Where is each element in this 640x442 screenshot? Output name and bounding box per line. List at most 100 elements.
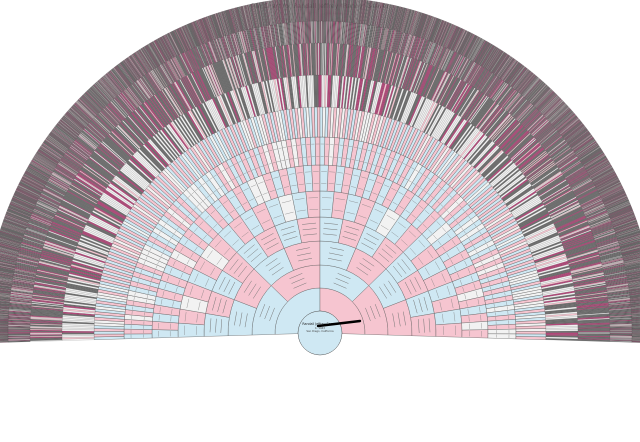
ancestor-cell[interactable] <box>410 313 437 337</box>
ancestor-text-line <box>159 257 161 261</box>
ancestor-text-line <box>147 252 150 256</box>
ancestor-cell[interactable] <box>61 332 95 335</box>
ancestor-cell[interactable] <box>29 332 63 334</box>
ancestor-cell[interactable] <box>123 328 153 335</box>
ancestor-text-line <box>473 283 476 289</box>
ancestor-cell[interactable] <box>577 332 611 334</box>
ancestor-text-line <box>418 205 424 209</box>
ancestor-text-line <box>449 195 452 198</box>
ancestor-text-line <box>418 298 423 312</box>
ancestor-text-line <box>348 146 353 147</box>
ancestor-text-line <box>194 246 198 252</box>
ancestor-text-line <box>245 214 254 221</box>
ancestor-text-line <box>186 259 190 265</box>
ancestor-text-line <box>450 298 454 309</box>
ancestor-text-line <box>368 163 372 165</box>
ancestor-text-line <box>423 190 427 193</box>
ancestor-text-line <box>477 298 480 305</box>
ancestor-text-line <box>378 252 390 263</box>
ancestor-text-line <box>184 217 188 220</box>
ancestor-text-line <box>397 174 401 177</box>
ancestor-cell[interactable] <box>29 333 63 335</box>
ancestor-cell[interactable] <box>93 333 125 338</box>
ancestor-cell[interactable] <box>545 330 579 333</box>
ancestor-text-line <box>473 245 476 249</box>
ancestor-cell[interactable] <box>487 333 517 340</box>
ancestor-text-line <box>265 178 272 182</box>
ancestor-text-line <box>194 273 199 283</box>
ancestor-text-line <box>269 149 273 152</box>
ancestor-text-line <box>236 191 242 195</box>
ancestor-text-line <box>154 269 156 273</box>
ancestor-text-line <box>401 239 408 246</box>
ancestor-text-line <box>424 210 430 215</box>
ancestor-text-line <box>223 279 231 293</box>
ancestor-cell[interactable] <box>515 331 547 335</box>
ancestor-text-line <box>191 191 195 195</box>
ancestor-text-line <box>182 220 185 224</box>
ancestor-text-line <box>285 211 294 215</box>
ancestor-text-line <box>479 306 481 313</box>
ancestor-text-line <box>457 272 460 278</box>
ancestor-text-line <box>269 204 279 208</box>
ancestor-text-line <box>298 183 304 185</box>
ancestor-text-line <box>391 187 397 191</box>
ancestor-text-line <box>214 239 222 248</box>
ancestor-text-line <box>423 174 427 177</box>
ancestor-text-line <box>385 244 397 254</box>
ancestor-cell[interactable] <box>123 333 153 340</box>
ancestor-text-line <box>488 282 490 286</box>
ancestor-text-line <box>161 227 164 231</box>
ancestor-cell[interactable] <box>311 164 321 192</box>
ancestor-cell[interactable] <box>515 328 547 332</box>
ancestor-text-line <box>287 146 292 147</box>
ancestor-text-line <box>427 250 434 259</box>
ancestor-text-line <box>289 273 303 279</box>
ancestor-text-line <box>369 219 378 224</box>
ancestor-text-line <box>217 187 220 190</box>
ancestor-cell[interactable] <box>515 336 547 340</box>
ancestor-text-line <box>178 205 181 208</box>
ancestor-text-line <box>145 256 148 260</box>
ancestor-cell[interactable] <box>577 331 611 333</box>
ancestor-text-line <box>239 174 243 177</box>
ancestor-cell[interactable] <box>61 334 95 336</box>
ancestor-text-line <box>262 192 268 195</box>
ancestor-cell[interactable] <box>319 42 321 76</box>
ancestor-text-line <box>466 234 469 238</box>
ancestor-text-line <box>490 252 493 256</box>
ancestor-cell[interactable] <box>435 322 463 338</box>
ancestor-cell[interactable] <box>177 322 205 338</box>
ancestor-text-line <box>460 253 464 259</box>
ancestor-text-line <box>405 178 408 181</box>
ancestor-cell[interactable] <box>461 329 489 339</box>
ancestor-text-line <box>152 273 154 277</box>
ancestor-cell[interactable] <box>151 329 179 339</box>
ancestor-text-line <box>268 163 272 165</box>
ancestor-text-line <box>464 294 467 300</box>
ancestor-text-line <box>402 162 406 165</box>
ancestor-text-line <box>293 282 307 289</box>
ancestor-cell[interactable] <box>545 332 579 335</box>
ancestor-text-line <box>408 230 416 238</box>
ancestor-text-line <box>403 311 406 326</box>
ancestor-cell[interactable] <box>93 331 125 335</box>
ancestor-cell[interactable] <box>316 106 321 138</box>
ancestor-text-line <box>493 299 494 303</box>
ancestor-text-line <box>136 283 138 287</box>
ancestor-cell[interactable] <box>318 74 321 108</box>
ancestor-cell[interactable] <box>487 328 517 335</box>
ancestor-text-line <box>184 312 187 322</box>
ancestor-cell[interactable] <box>314 136 321 166</box>
ancestor-cell[interactable] <box>319 74 322 108</box>
ancestor-text-line <box>385 168 389 171</box>
ancestor-text-line <box>335 198 345 200</box>
ancestor-text-line <box>446 252 450 258</box>
ancestor-text-line <box>200 201 203 204</box>
ancestor-text-line <box>393 172 397 175</box>
ancestor-text-line <box>442 246 446 252</box>
ancestor-cell[interactable] <box>318 42 320 76</box>
ancestor-text-line <box>188 195 191 198</box>
ancestor-cell[interactable] <box>305 190 321 218</box>
ancestor-text-line <box>434 182 438 186</box>
